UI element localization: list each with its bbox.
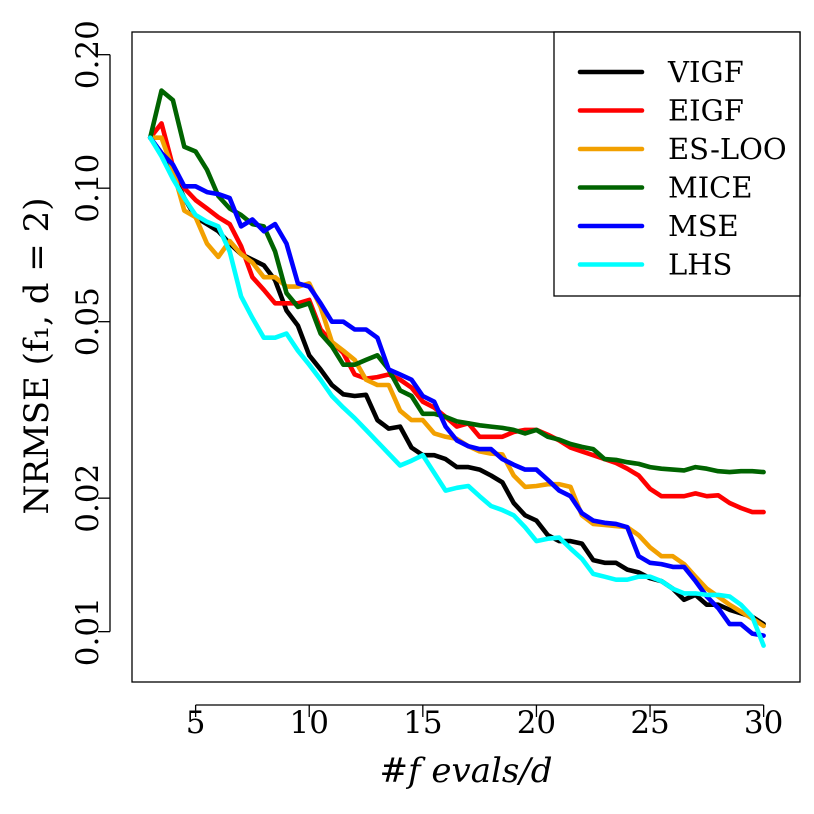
y-tick-label: 0.02 <box>70 464 106 533</box>
axis-layer: 5 10 15 20 25 30 0.01 0.02 0.05 0.10 0.20 <box>70 20 783 741</box>
legend-items: VIGF EIGF ES-LOO MICE MSE LHS <box>577 55 787 282</box>
legend-label-vigf: VIGF <box>667 55 744 89</box>
series-line-eigf <box>147 121 766 515</box>
y-axis-title: NRMSE (f₁, d = 2) <box>17 198 57 515</box>
series-line-mse <box>147 135 766 638</box>
legend-label-lhs: LHS <box>668 248 732 282</box>
y-tick-label: 0.10 <box>70 154 106 223</box>
series-line-mice <box>147 88 766 475</box>
legend-label-eigf: EIGF <box>668 94 744 128</box>
series-layer <box>147 88 766 648</box>
x-tick-label: 5 <box>186 705 206 741</box>
legend-label-mice: MICE <box>668 171 753 205</box>
legend: VIGF EIGF ES-LOO MICE MSE LHS <box>553 31 801 297</box>
plot-frame <box>131 31 801 683</box>
legend-label-mse: MSE <box>668 209 739 243</box>
x-tick-label: 10 <box>289 705 328 741</box>
x-tick-label: 15 <box>403 705 442 741</box>
legend-label-es-loo: ES-LOO <box>668 132 787 166</box>
x-tick-label: 25 <box>630 705 669 741</box>
x-axis-title: #f evals/d <box>379 751 552 791</box>
x-tick-label: 20 <box>517 705 556 741</box>
y-tick-label: 0.01 <box>70 597 106 666</box>
y-tick-label: 0.05 <box>70 287 106 356</box>
legend-box <box>553 31 801 297</box>
series-line-lhs <box>147 135 766 648</box>
x-tick-label: 30 <box>744 705 783 741</box>
y-tick-label: 0.20 <box>70 20 106 89</box>
